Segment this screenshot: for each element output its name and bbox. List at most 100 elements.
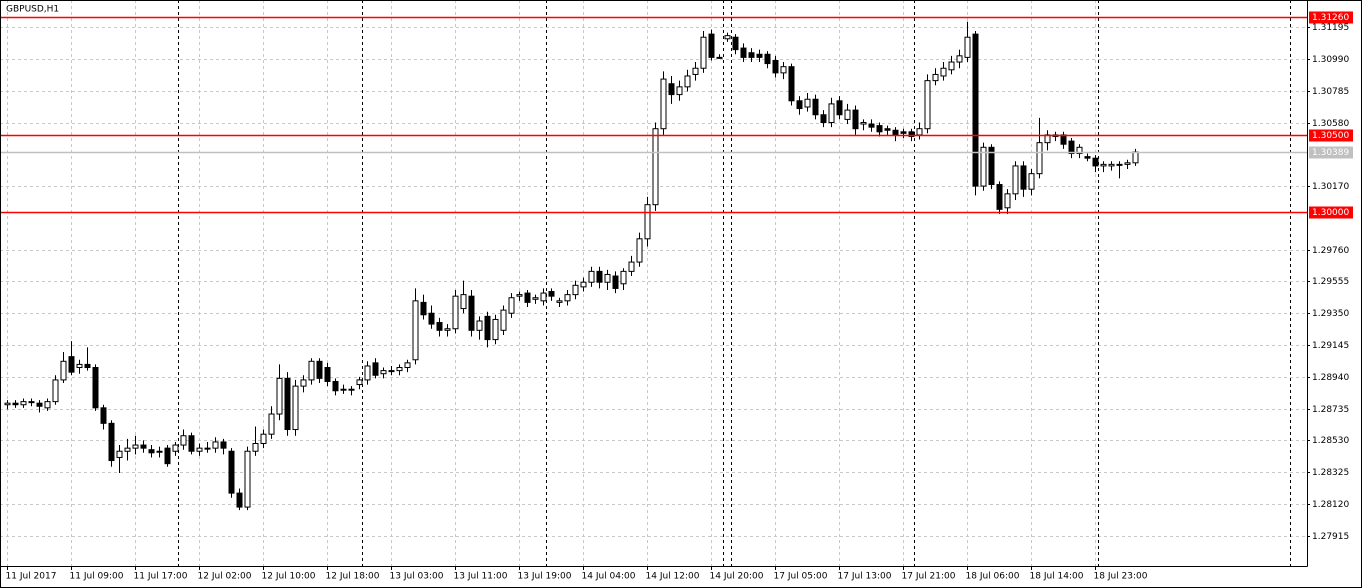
candle-body bbox=[788, 66, 795, 102]
x-tick-label: 13 Jul 03:00 bbox=[390, 572, 444, 582]
y-tick-label: 1.28120 bbox=[1312, 500, 1349, 510]
candle-body bbox=[1100, 163, 1107, 167]
candle-body bbox=[172, 444, 179, 452]
candle-body bbox=[508, 297, 515, 314]
candle-body bbox=[780, 66, 787, 74]
candle-body bbox=[124, 447, 131, 452]
candle-body bbox=[28, 401, 35, 404]
candle-body bbox=[404, 362, 411, 369]
candle-body bbox=[740, 47, 747, 58]
candle-body bbox=[692, 67, 699, 75]
candle-body bbox=[724, 35, 731, 40]
candle-body bbox=[764, 53, 771, 65]
candle-body bbox=[300, 379, 307, 387]
candle-body bbox=[996, 184, 1003, 210]
x-tick-label: 14 Jul 04:00 bbox=[582, 572, 636, 582]
candle-body bbox=[900, 131, 907, 134]
candle-body bbox=[556, 300, 563, 303]
level-label: 1.30000 bbox=[1312, 208, 1349, 218]
candle-body bbox=[252, 442, 259, 452]
candle-body bbox=[868, 123, 875, 128]
candle-body bbox=[132, 444, 139, 449]
candle-body bbox=[388, 370, 395, 373]
candle-body bbox=[1124, 162, 1131, 165]
candle-body bbox=[188, 435, 195, 452]
level-label: 1.30389 bbox=[1312, 148, 1349, 158]
candle-body bbox=[316, 360, 323, 379]
y-tick-label: 1.29555 bbox=[1312, 277, 1349, 287]
x-tick-label: 12 Jul 02:00 bbox=[198, 572, 252, 582]
candle-body bbox=[876, 125, 883, 133]
candle-body bbox=[988, 146, 995, 186]
candle-body bbox=[356, 379, 363, 386]
y-tick-label: 1.30785 bbox=[1312, 87, 1349, 97]
candle-body bbox=[972, 33, 979, 187]
candle-body bbox=[580, 281, 587, 288]
candles bbox=[4, 21, 1139, 511]
candle-body bbox=[76, 363, 83, 369]
candle-body bbox=[1108, 163, 1115, 167]
candle-body bbox=[852, 109, 859, 130]
candle-body bbox=[500, 309, 507, 331]
candle-body bbox=[92, 367, 99, 409]
y-tick-label: 1.28735 bbox=[1312, 405, 1349, 415]
candle-body bbox=[676, 86, 683, 96]
candle-body bbox=[148, 449, 155, 454]
x-tick-label: 18 Jul 06:00 bbox=[966, 572, 1020, 582]
level-label: 1.31260 bbox=[1312, 13, 1349, 23]
candle-body bbox=[516, 294, 523, 297]
x-tick-label: 12 Jul 18:00 bbox=[326, 572, 380, 582]
candle-body bbox=[220, 441, 227, 449]
candle-body bbox=[1132, 151, 1139, 164]
candle-body bbox=[36, 402, 43, 407]
y-tick-label: 1.30990 bbox=[1312, 55, 1349, 65]
candle-body bbox=[284, 377, 291, 431]
candle-body bbox=[468, 295, 475, 331]
candle-body bbox=[444, 328, 451, 331]
candle-body bbox=[452, 295, 459, 330]
candle-body bbox=[484, 315, 491, 341]
candle-body bbox=[324, 367, 331, 382]
candle-body bbox=[588, 270, 595, 283]
level-label-box bbox=[1309, 11, 1353, 24]
candle-body bbox=[212, 441, 219, 449]
candle-body bbox=[948, 61, 955, 71]
candle-body bbox=[476, 320, 483, 331]
candle-body bbox=[260, 433, 267, 444]
y-tick-label: 1.28940 bbox=[1312, 373, 1349, 383]
candle-body bbox=[908, 131, 915, 137]
candle-body bbox=[116, 450, 123, 458]
candle-body bbox=[956, 55, 963, 63]
x-tick-label: 12 Jul 10:00 bbox=[262, 572, 316, 582]
candle-body bbox=[420, 301, 427, 316]
candle-body bbox=[916, 128, 923, 136]
candle-body bbox=[1004, 193, 1011, 209]
candle-body bbox=[84, 363, 91, 369]
x-tick-label: 18 Jul 14:00 bbox=[1030, 572, 1084, 582]
candle-body bbox=[548, 291, 555, 297]
candle-body bbox=[1084, 156, 1091, 159]
x-tick-label: 13 Jul 11:00 bbox=[454, 572, 508, 582]
candle-body bbox=[604, 273, 611, 283]
candle-body bbox=[892, 129, 899, 136]
candle-body bbox=[1028, 173, 1035, 190]
y-tick-label: 1.29760 bbox=[1312, 246, 1349, 256]
candle-body bbox=[348, 388, 355, 391]
y-tick-label: 1.30580 bbox=[1312, 119, 1349, 129]
x-tick-label: 14 Jul 20:00 bbox=[710, 572, 764, 582]
candle-body bbox=[412, 300, 419, 361]
x-tick-label: 11 Jul 17:00 bbox=[134, 572, 188, 582]
candle-body bbox=[204, 447, 211, 450]
candle-body bbox=[196, 447, 203, 452]
candle-body bbox=[1020, 165, 1027, 190]
candle-body bbox=[748, 52, 755, 58]
y-tick-label: 1.29350 bbox=[1312, 309, 1349, 319]
candle-body bbox=[924, 80, 931, 130]
candle-body bbox=[796, 100, 803, 110]
candle-body bbox=[652, 128, 659, 206]
candle-body bbox=[700, 36, 707, 69]
period-separators bbox=[178, 0, 1291, 566]
candle-body bbox=[836, 100, 843, 116]
candle-body bbox=[860, 122, 867, 125]
